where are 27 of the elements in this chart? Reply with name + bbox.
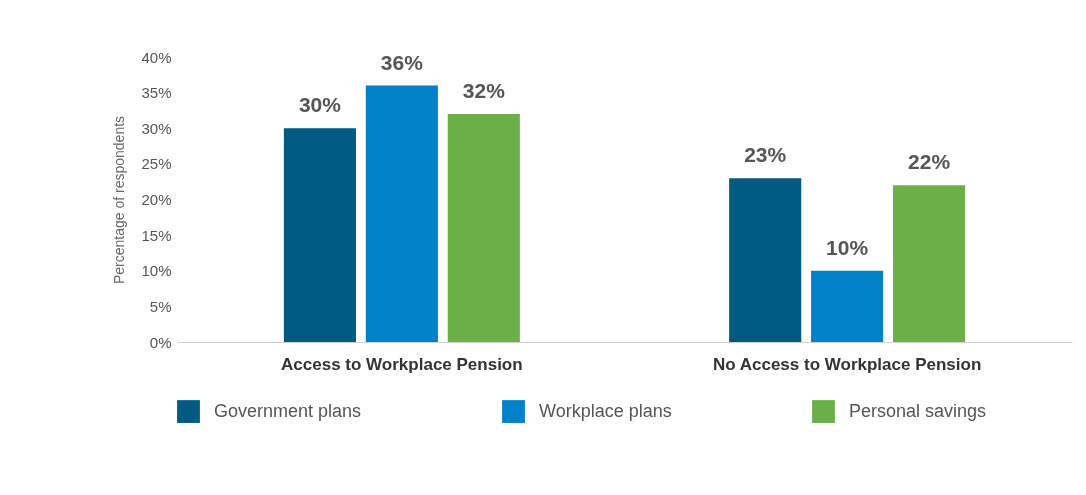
y-axis-title: Percentage of respondents <box>111 115 128 285</box>
data-label: 36% <box>380 50 424 74</box>
data-label: 30% <box>298 93 342 117</box>
bar <box>811 270 884 342</box>
y-tick-label: 10% <box>141 262 172 280</box>
legend-label: Workplace plans <box>539 400 672 421</box>
data-label: 32% <box>462 79 506 102</box>
legend-label: Personal savings <box>849 400 987 421</box>
bar <box>729 178 802 342</box>
y-tick-label: 35% <box>141 84 172 102</box>
data-label: 10% <box>826 235 869 259</box>
bar <box>893 185 966 342</box>
y-tick-label: 40% <box>141 48 172 66</box>
y-tick-label: 15% <box>141 226 172 244</box>
bar <box>447 114 520 342</box>
bar <box>365 85 438 342</box>
legend-label: Government plans <box>214 400 362 421</box>
y-tick-label: 0% <box>149 333 172 351</box>
data-label: 23% <box>744 143 787 167</box>
y-tick-label: 30% <box>141 119 172 137</box>
y-tick-label: 20% <box>141 191 172 208</box>
data-label: 22% <box>908 150 951 174</box>
bar <box>283 128 356 342</box>
x-tick-label: No Access to Workplace Pension <box>712 354 982 374</box>
x-tick-label: Access to Workplace Pension <box>281 354 523 374</box>
y-tick-label: 5% <box>149 297 172 315</box>
y-tick-label: 25% <box>141 155 172 173</box>
